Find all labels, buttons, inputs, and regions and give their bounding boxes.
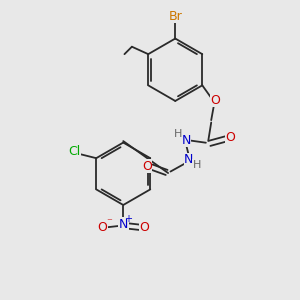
Text: N: N bbox=[184, 153, 194, 166]
Text: N: N bbox=[181, 134, 190, 147]
Text: ⁻: ⁻ bbox=[106, 217, 112, 227]
Text: N: N bbox=[118, 218, 128, 231]
Text: O: O bbox=[98, 221, 107, 234]
Text: O: O bbox=[226, 131, 236, 145]
Text: Br: Br bbox=[168, 10, 182, 23]
Text: H: H bbox=[174, 129, 183, 139]
Text: Cl: Cl bbox=[68, 145, 80, 158]
Text: O: O bbox=[210, 94, 220, 107]
Text: H: H bbox=[193, 160, 201, 170]
Text: O: O bbox=[140, 221, 150, 234]
Text: O: O bbox=[142, 160, 152, 173]
Text: +: + bbox=[124, 214, 132, 224]
